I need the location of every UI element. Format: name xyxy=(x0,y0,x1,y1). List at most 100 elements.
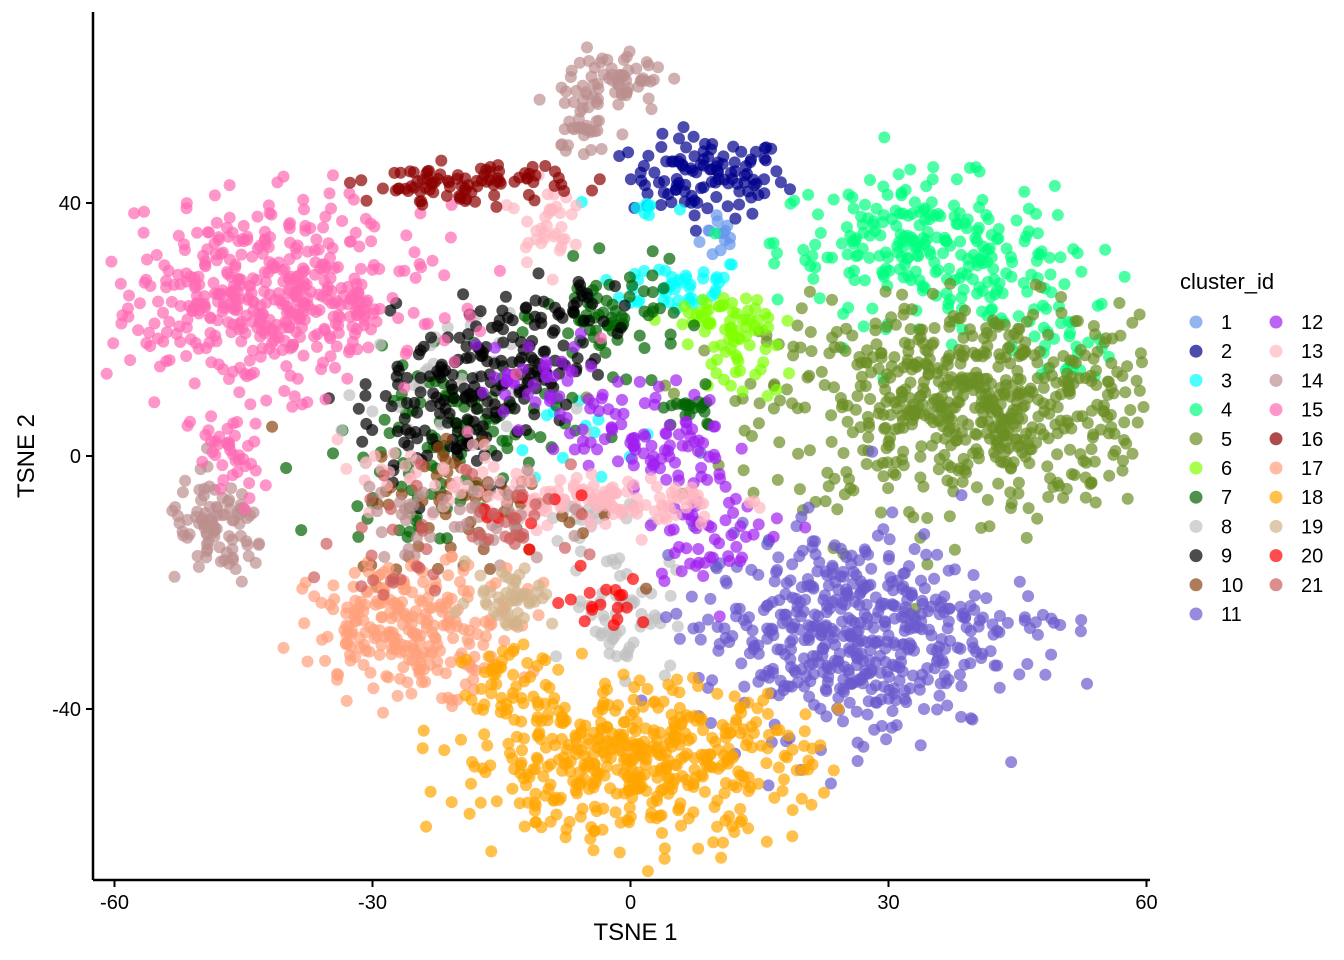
data-point xyxy=(204,327,217,339)
legend-item-19: 19 xyxy=(1269,516,1323,538)
data-point xyxy=(365,549,378,562)
data-point xyxy=(648,398,661,411)
data-point xyxy=(489,577,502,589)
data-point xyxy=(216,246,229,259)
data-point xyxy=(1130,374,1143,387)
data-point xyxy=(276,344,289,356)
data-point xyxy=(921,512,934,524)
data-point xyxy=(930,231,943,244)
data-point xyxy=(684,557,697,570)
data-point xyxy=(554,791,567,804)
data-point xyxy=(1034,422,1047,435)
data-point xyxy=(463,624,476,637)
data-point xyxy=(540,371,553,384)
data-point xyxy=(297,193,310,206)
data-point xyxy=(843,642,856,655)
data-point xyxy=(658,842,671,855)
data-point xyxy=(391,689,404,702)
data-point xyxy=(456,373,468,385)
data-point xyxy=(892,168,905,181)
data-point xyxy=(834,392,847,404)
data-point xyxy=(803,285,816,298)
data-point xyxy=(479,451,492,464)
data-point xyxy=(574,559,587,572)
data-point xyxy=(298,203,310,216)
data-point xyxy=(571,352,584,365)
legend-label: 12 xyxy=(1301,312,1323,334)
data-point xyxy=(549,165,561,178)
data-point xyxy=(407,181,420,194)
legend-item-8: 8 xyxy=(1189,516,1232,538)
data-point xyxy=(377,469,390,482)
data-point xyxy=(644,199,657,212)
data-point xyxy=(426,646,439,659)
data-point xyxy=(633,329,646,342)
data-point xyxy=(493,175,506,188)
data-point xyxy=(698,344,711,357)
data-point xyxy=(378,550,391,563)
data-point xyxy=(684,278,697,291)
data-point xyxy=(863,420,876,433)
data-point xyxy=(640,582,653,595)
data-point xyxy=(1118,434,1130,446)
data-point xyxy=(785,643,797,656)
data-point xyxy=(627,459,640,472)
data-point xyxy=(419,675,432,688)
data-point xyxy=(259,276,272,289)
data-point xyxy=(893,674,906,687)
data-point xyxy=(874,600,887,613)
data-point xyxy=(529,294,542,307)
data-point xyxy=(352,402,365,415)
data-point xyxy=(637,72,650,85)
data-point xyxy=(971,371,984,384)
data-point xyxy=(401,531,414,543)
data-point xyxy=(398,381,411,394)
data-point xyxy=(724,379,737,392)
data-point xyxy=(576,423,589,436)
data-point xyxy=(668,72,681,85)
data-point xyxy=(865,562,878,575)
legend-item-21: 21 xyxy=(1269,575,1323,597)
data-point xyxy=(438,394,450,407)
data-point xyxy=(770,724,783,737)
data-point xyxy=(460,517,473,530)
data-point xyxy=(1054,251,1067,264)
data-point xyxy=(1113,297,1126,309)
data-point xyxy=(704,717,717,729)
data-point xyxy=(706,674,719,687)
data-point xyxy=(510,586,523,599)
data-point xyxy=(802,188,815,201)
data-point xyxy=(1051,401,1064,414)
data-point xyxy=(904,376,917,389)
data-point xyxy=(344,640,357,653)
legend-item-5: 5 xyxy=(1189,429,1232,451)
data-point xyxy=(394,672,406,685)
data-point xyxy=(896,414,909,427)
data-point xyxy=(688,209,701,222)
data-point xyxy=(549,301,561,314)
data-point xyxy=(934,677,947,690)
data-point xyxy=(413,561,426,574)
data-point xyxy=(140,273,153,286)
data-point xyxy=(454,575,466,588)
data-point xyxy=(974,401,987,414)
data-point xyxy=(1004,357,1017,370)
data-point xyxy=(850,705,863,718)
data-point xyxy=(411,406,424,419)
legend-item-6: 6 xyxy=(1189,458,1232,480)
data-point xyxy=(1075,265,1088,278)
data-point xyxy=(957,331,970,344)
data-point xyxy=(736,551,748,564)
data-point xyxy=(735,813,748,826)
data-point xyxy=(713,610,726,623)
data-point xyxy=(449,606,462,619)
data-point xyxy=(709,420,721,433)
data-point xyxy=(270,318,283,331)
data-point xyxy=(476,466,489,479)
data-point xyxy=(1048,179,1061,192)
legend-key xyxy=(1269,315,1283,329)
data-point xyxy=(988,273,1001,286)
data-point xyxy=(887,466,900,479)
data-point xyxy=(709,227,722,240)
data-point xyxy=(697,570,710,582)
